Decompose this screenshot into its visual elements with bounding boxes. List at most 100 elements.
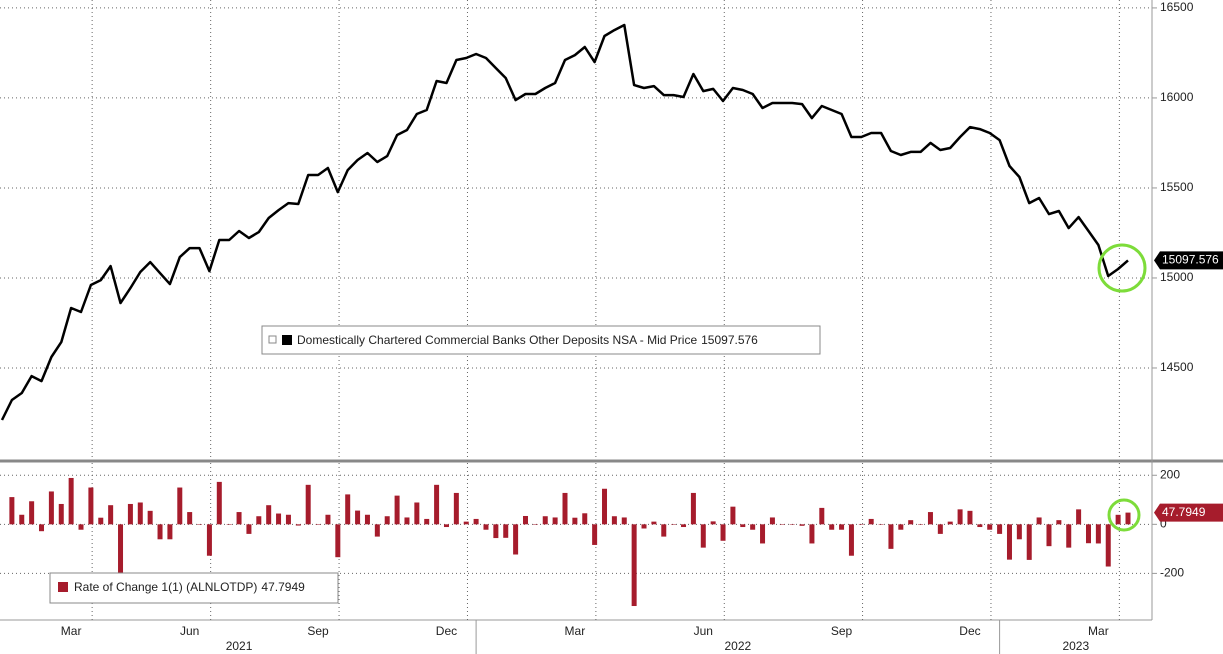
legend-value: 47.7949	[261, 580, 305, 594]
bar	[730, 506, 736, 525]
bar	[957, 509, 963, 525]
bar	[700, 524, 706, 548]
bar	[789, 524, 795, 525]
y-tick-label: 15000	[1160, 270, 1194, 284]
bar	[443, 524, 449, 528]
bar	[19, 514, 25, 525]
bar	[157, 524, 163, 540]
bar	[779, 524, 785, 525]
legend-swatch	[58, 582, 68, 592]
bottom-legend: Rate of Change 1(1) (ALNLOTDP) 47.7949	[49, 572, 339, 604]
y-tick-label: 16000	[1160, 90, 1194, 104]
bar	[819, 507, 825, 525]
bar	[542, 516, 548, 525]
value-tag: 47.7949	[1162, 505, 1206, 519]
value-tag-bg	[1154, 251, 1223, 270]
bar	[68, 477, 74, 525]
bar	[127, 503, 133, 525]
bar	[572, 517, 578, 525]
bar	[839, 524, 845, 530]
bar	[374, 524, 380, 537]
x-tick-label: Mar	[1088, 624, 1109, 638]
bar	[720, 524, 726, 541]
y-tick-label: 0	[1160, 517, 1167, 531]
bar	[1105, 524, 1111, 567]
legend-swatch	[282, 335, 292, 345]
bar	[809, 524, 815, 544]
bar	[1056, 520, 1062, 525]
bar	[848, 524, 854, 556]
bar	[1076, 509, 1082, 525]
bar	[493, 524, 499, 539]
bar	[858, 524, 864, 525]
year-label: 2022	[724, 639, 751, 653]
bar	[187, 512, 193, 525]
bar	[611, 516, 617, 525]
bar	[651, 521, 657, 525]
bar	[769, 517, 775, 525]
bar	[562, 492, 568, 525]
legend-value: 15097.576	[701, 333, 758, 347]
bar	[88, 487, 94, 525]
bar	[582, 513, 588, 525]
bar	[690, 492, 696, 525]
x-tick-label: Sep	[307, 624, 329, 638]
bar	[473, 518, 479, 525]
legend-name: Rate of Change 1(1) (ALNLOTDP)	[74, 580, 257, 594]
bar	[760, 524, 766, 544]
bar	[997, 524, 1003, 534]
value-tag-bg	[1154, 503, 1223, 522]
bar	[829, 524, 835, 530]
y-tick-label: 15500	[1160, 180, 1194, 194]
bar	[206, 524, 212, 556]
bar	[414, 502, 420, 525]
bar	[513, 524, 519, 555]
legend-name: Domestically Chartered Commercial Banks …	[297, 333, 697, 347]
bar	[552, 517, 558, 525]
bar	[987, 524, 993, 530]
bar	[108, 505, 114, 525]
bar	[197, 524, 203, 525]
bar	[325, 514, 331, 525]
bar	[908, 520, 914, 525]
bar	[671, 524, 677, 525]
bar	[434, 484, 440, 525]
x-tick-label: Jun	[180, 624, 199, 638]
bar	[1095, 524, 1101, 544]
bar	[740, 524, 746, 528]
bar	[345, 494, 351, 525]
bar	[246, 524, 252, 534]
bar	[118, 524, 124, 575]
bar	[315, 524, 321, 525]
bar	[977, 524, 983, 528]
legend-expander	[268, 335, 277, 344]
bar	[532, 524, 538, 525]
bar	[424, 518, 430, 525]
y-tick-label: 14500	[1160, 360, 1194, 374]
x-tick-label: Dec	[436, 624, 457, 638]
bar	[9, 497, 15, 525]
bar	[394, 495, 400, 525]
bar	[522, 515, 528, 525]
x-tick-label: Jun	[694, 624, 713, 638]
bar	[167, 524, 173, 540]
bar	[878, 524, 884, 525]
x-tick-label: Mar	[565, 624, 586, 638]
legend-box	[49, 572, 339, 604]
top-legend: Domestically Chartered Commercial Banks …	[261, 325, 821, 355]
bar	[750, 524, 756, 530]
bar	[58, 503, 64, 525]
bar	[1085, 524, 1091, 544]
bar	[483, 524, 489, 530]
bar	[799, 524, 805, 526]
y-tick-label: 200	[1160, 467, 1180, 481]
bar	[641, 524, 647, 529]
y-tick-label: 16500	[1160, 0, 1194, 14]
bar	[621, 517, 627, 525]
bar	[868, 518, 874, 525]
bar	[661, 524, 667, 537]
bar	[226, 524, 232, 525]
bar	[453, 492, 459, 525]
bar	[29, 501, 35, 525]
